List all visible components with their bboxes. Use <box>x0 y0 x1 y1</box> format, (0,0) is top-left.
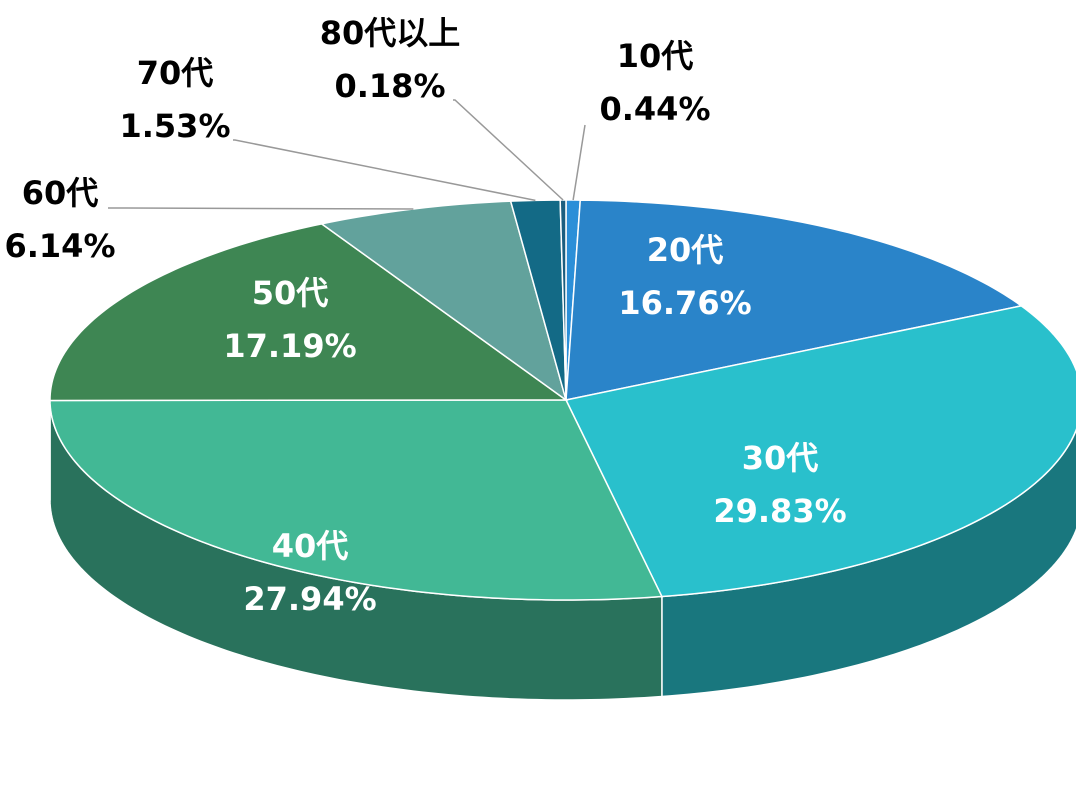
slice <box>564 305 1076 598</box>
value-label: 16.76% <box>618 284 751 322</box>
category-label: 60代 <box>22 174 99 212</box>
category-label: 30代 <box>742 439 819 477</box>
slice <box>565 199 1024 401</box>
category-label: 50代 <box>252 274 329 312</box>
value-label: 29.83% <box>713 492 846 530</box>
category-label: 70代 <box>137 54 214 92</box>
value-label: 27.94% <box>243 580 376 618</box>
value-label: 17.19% <box>223 327 356 365</box>
leader-line <box>572 124 586 201</box>
category-label: 80代以上 <box>320 14 461 52</box>
category-label: 10代 <box>617 37 694 75</box>
leader-line <box>108 207 414 210</box>
value-label: 6.14% <box>4 227 115 265</box>
slice <box>49 399 664 601</box>
leader-line <box>233 139 536 202</box>
leader-line <box>453 99 564 201</box>
slice <box>49 223 569 402</box>
value-label: 1.53% <box>119 107 230 145</box>
value-label: 0.44% <box>599 90 710 128</box>
value-label: 0.18% <box>334 67 445 105</box>
category-label: 20代 <box>647 231 724 269</box>
category-label: 40代 <box>272 527 349 565</box>
slice <box>319 200 568 402</box>
